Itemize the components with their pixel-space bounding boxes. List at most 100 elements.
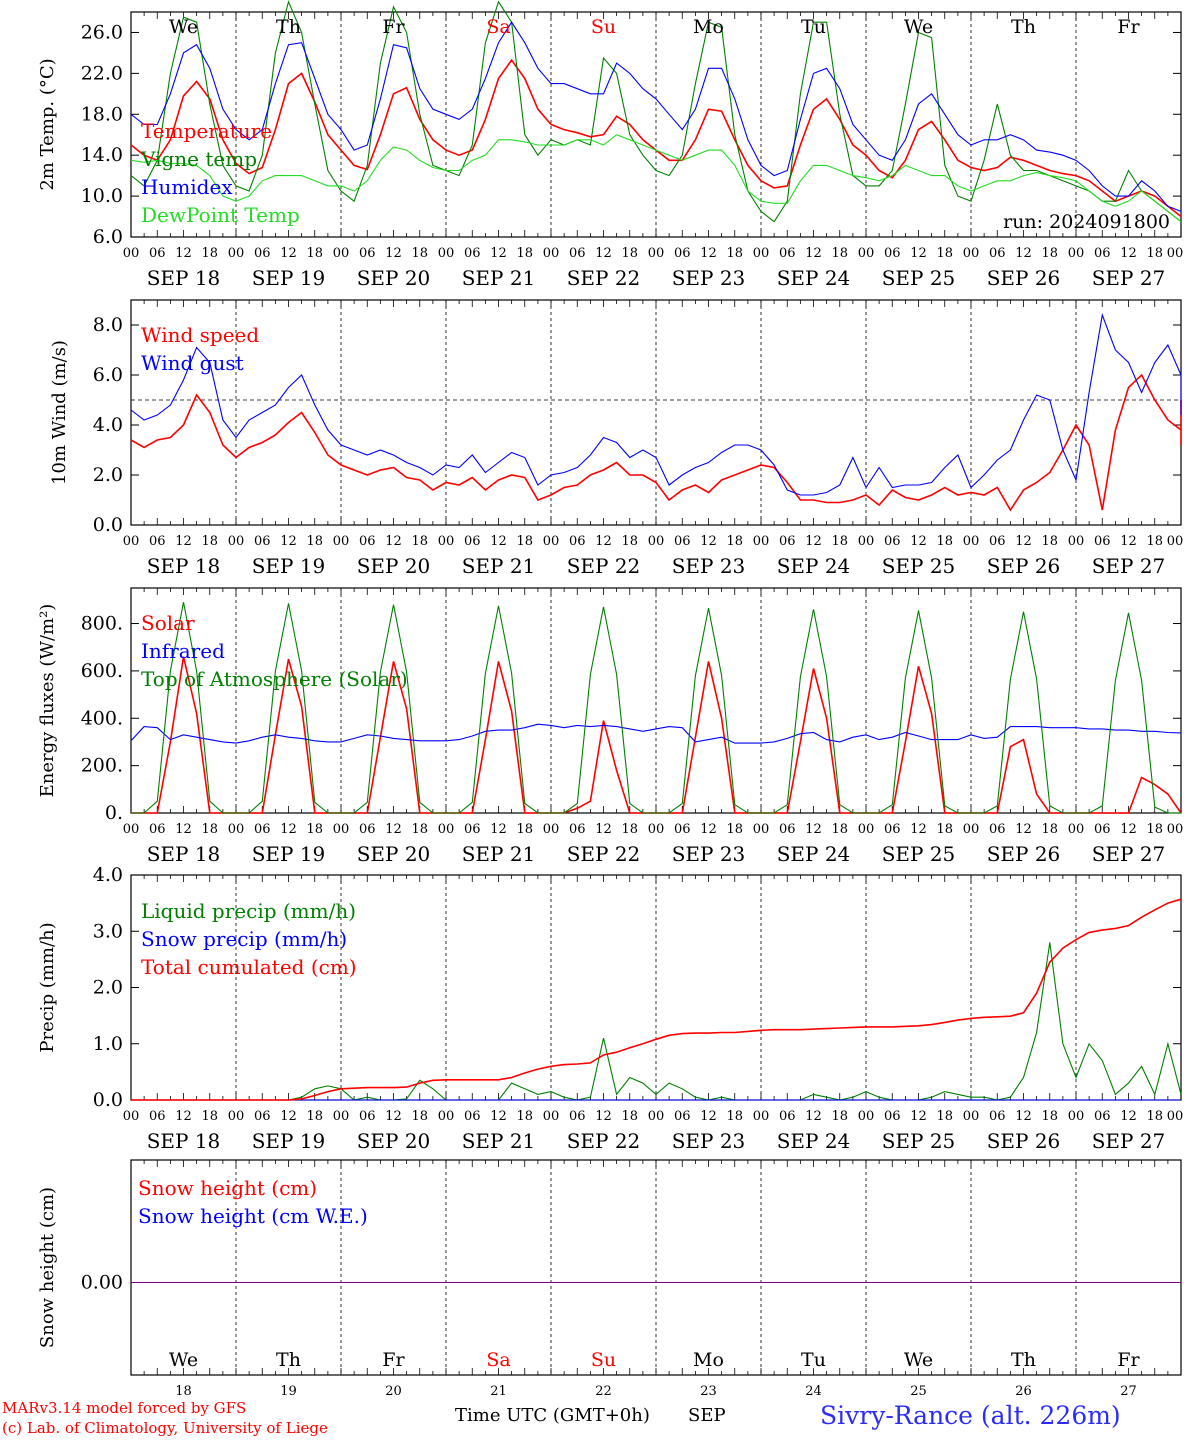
date-label: SEP 21 [462,554,536,578]
hour-tick-label: 00 [753,1109,770,1124]
hour-tick-label: 00 [858,534,875,549]
hour-tick-label: 18 [726,534,743,549]
hour-tick-label: 00 [963,1109,980,1124]
hour-tick-label: 06 [464,246,481,261]
hour-tick-label: 00 [1068,822,1085,837]
date-label: SEP 24 [777,266,851,290]
hour-tick-label: 18 [1041,822,1058,837]
hour-tick-label: 00 [1167,1109,1184,1124]
hour-tick-label: 18 [936,1109,953,1124]
hour-tick-label: 12 [700,1109,717,1124]
day-number-label: 19 [280,1384,297,1399]
panel-1: 6.0 10.0 14.0 18.0 22.0 26.0 2m Temp. (°C) Temp… [37,0,1183,290]
hour-tick-label: 18 [411,822,428,837]
hour-tick-label: 18 [1146,1109,1163,1124]
date-label: SEP 26 [987,842,1061,866]
hour-tick-label: 12 [910,534,927,549]
hour-tick-label: 12 [700,246,717,261]
hour-tick-label: 06 [1094,246,1111,261]
date-label: SEP 24 [777,842,851,866]
hour-tick-label: 06 [569,822,586,837]
hour-tick-label: 00 [228,246,245,261]
hour-tick-label: 06 [359,246,376,261]
hour-tick-label: 06 [884,246,901,261]
y-tick-label: 0.0 [93,514,123,536]
day-name-label: Tu [801,16,826,38]
date-label: SEP 25 [882,554,956,578]
y-tick-label: 14.0 [81,144,123,166]
hour-tick-label: 00 [543,534,560,549]
hour-tick-label: 06 [254,1109,271,1124]
hour-tick-label: 06 [254,822,271,837]
hour-tick-label: 06 [359,534,376,549]
hour-tick-label: 12 [175,246,192,261]
series-line-humidex [130,21,1182,212]
y-axis-title: Precip (mm/h) [37,922,58,1052]
legend-label: Solar [141,611,195,635]
hour-tick-label: 18 [621,534,638,549]
date-label: SEP 25 [882,842,956,866]
legend-label: Total cumulated (cm) [141,955,357,979]
date-label: SEP 21 [462,842,536,866]
hour-tick-label: 06 [464,534,481,549]
hour-tick-label: 18 [726,246,743,261]
date-label: SEP 24 [777,554,851,578]
hour-tick-label: 06 [779,822,796,837]
date-label: SEP 26 [987,266,1061,290]
hour-tick-label: 12 [700,822,717,837]
series-line-wind-gust [130,312,1182,496]
series-line-wind-speed [130,373,1182,512]
hour-tick-label: 06 [254,534,271,549]
hour-tick-label: 00 [543,1109,560,1124]
hour-tick-label: 00 [1167,822,1184,837]
hour-tick-label: 06 [674,822,691,837]
date-label: SEP 20 [357,554,431,578]
day-number-label: 26 [1015,1384,1032,1399]
y-tick-label: 2.0 [93,977,123,999]
hour-tick-label: 12 [490,534,507,549]
hour-tick-label: 06 [674,1109,691,1124]
hour-tick-label: 18 [1041,534,1058,549]
hour-tick-label: 12 [1015,1109,1032,1124]
date-label: SEP 22 [567,842,641,866]
hour-tick-label: 06 [989,246,1006,261]
panel-4: 0.0 1.0 2.0 3.0 4.0 Precip (mm/h) Liquid preci… [37,864,1183,1153]
series-group [131,898,1182,1101]
hour-tick-label: 00 [648,534,665,549]
hour-tick-label: 00 [333,246,350,261]
hour-tick-label: 00 [543,822,560,837]
hour-tick-label: 00 [963,246,980,261]
hour-tick-label: 18 [306,534,323,549]
date-label: SEP 24 [777,1129,851,1153]
day-number-label: 20 [385,1384,402,1399]
hour-tick-label: 06 [1094,1109,1111,1124]
hour-tick-label: 12 [595,1109,612,1124]
day-name-label: Su [591,1349,616,1371]
y-tick-label: 26.0 [81,21,123,43]
day-number-label: 23 [700,1384,717,1399]
date-label: SEP 18 [147,1129,221,1153]
hour-tick-label: 00 [123,534,140,549]
hour-tick-label: 00 [438,822,455,837]
date-label: SEP 20 [357,266,431,290]
hour-tick-label: 06 [884,822,901,837]
series-line-dewpoint-temp [130,134,1182,223]
hour-tick-label: 18 [831,822,848,837]
hour-tick-label: 18 [1146,246,1163,261]
hour-tick-label: 06 [569,1109,586,1124]
day-name-label: We [904,16,933,38]
hour-tick-label: 00 [228,1109,245,1124]
series-group [130,312,1182,512]
y-tick-label: 4.0 [93,864,123,886]
y-tick-label: 200. [81,755,123,777]
hour-tick-label: 06 [359,1109,376,1124]
hour-tick-label: 12 [1015,534,1032,549]
date-label: SEP 25 [882,266,956,290]
series-group [130,0,1182,223]
legend-label: DewPoint Temp [141,203,300,227]
date-label: SEP 23 [672,554,746,578]
date-label: SEP 22 [567,266,641,290]
day-name-label: Fr [1117,1349,1140,1371]
y-tick-label: 1.0 [93,1033,123,1055]
date-label: SEP 19 [252,554,326,578]
